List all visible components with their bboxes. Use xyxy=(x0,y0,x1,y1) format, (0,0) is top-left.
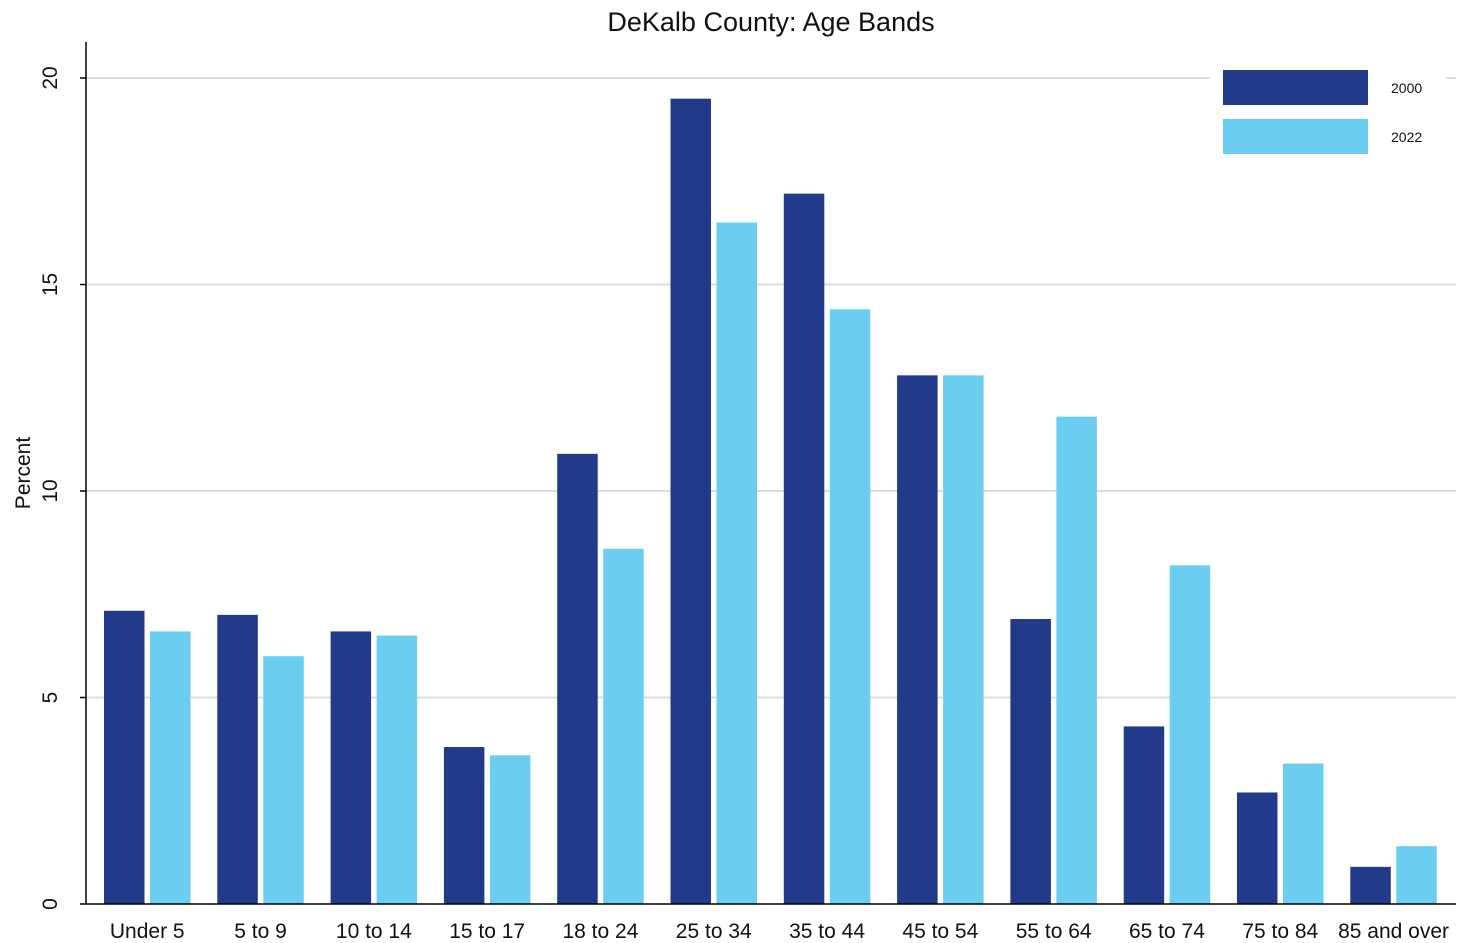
bars xyxy=(104,98,1437,905)
bar-2000-11 xyxy=(1350,866,1391,904)
bar-2000-8 xyxy=(1010,619,1051,904)
legend-label: 2022 xyxy=(1391,129,1422,145)
x-tick-label: 85 and over xyxy=(1338,920,1449,943)
bar-2000-3 xyxy=(443,747,485,904)
bar-2022-6 xyxy=(829,309,871,904)
bar-2022-1 xyxy=(263,656,304,904)
legend-label: 2000 xyxy=(1391,80,1422,96)
x-tick-label: 75 to 84 xyxy=(1242,920,1318,943)
x-tick-label: 10 to 14 xyxy=(336,920,412,943)
bar-2000-1 xyxy=(217,614,258,904)
y-tick-label: 0 xyxy=(39,898,62,910)
x-tick-label: 25 to 34 xyxy=(676,920,752,943)
bar-2000-4 xyxy=(557,453,598,904)
y-tick-label: 20 xyxy=(39,66,62,89)
x-tick-label: 18 to 24 xyxy=(562,920,638,943)
legend-swatch-2000 xyxy=(1223,70,1368,105)
bar-2000-9 xyxy=(1123,726,1165,904)
axes xyxy=(85,42,1456,905)
bar-2022-8 xyxy=(1056,416,1097,904)
x-tick-label: 5 to 9 xyxy=(234,920,287,943)
y-tick-label: 10 xyxy=(39,479,62,502)
bar-2022-7 xyxy=(943,375,984,904)
bar-2000-6 xyxy=(783,193,825,904)
y-tick-label: 5 xyxy=(39,692,62,704)
bar-2022-9 xyxy=(1169,565,1211,904)
bar-2022-0 xyxy=(150,631,191,904)
bar-2022-2 xyxy=(376,635,418,904)
bar-2022-10 xyxy=(1283,763,1324,904)
bar-2022-11 xyxy=(1396,846,1437,904)
x-tick-labels: Under 5 5 to 9 10 to 14 15 to 17 18 to 24 25 … xyxy=(110,920,1449,943)
bar-2000-0 xyxy=(104,610,145,904)
bar-2022-3 xyxy=(489,755,531,904)
x-tick-label: 45 to 54 xyxy=(902,920,978,943)
x-tick-label: 55 to 64 xyxy=(1016,920,1092,943)
legend: 2000 2022 xyxy=(1210,62,1446,162)
bar-2000-10 xyxy=(1237,792,1278,904)
bar-2022-5 xyxy=(716,222,757,905)
y-tick-labels: 0 5 10 15 20 xyxy=(39,66,86,910)
x-tick-label: 35 to 44 xyxy=(789,920,865,943)
x-tick-label: 15 to 17 xyxy=(449,920,525,943)
bar-2022-4 xyxy=(603,548,644,904)
x-tick-label: Under 5 xyxy=(110,920,185,943)
y-axis-title: Percent xyxy=(12,437,35,510)
bar-2000-7 xyxy=(897,375,938,904)
bar-2000-5 xyxy=(670,98,711,904)
x-tick-label: 65 to 74 xyxy=(1129,920,1205,943)
gridlines xyxy=(86,77,1456,699)
legend-swatch-2022 xyxy=(1223,119,1368,154)
chart-title: DeKalb County: Age Bands xyxy=(607,7,934,37)
bar-2000-2 xyxy=(330,631,372,904)
y-tick-label: 15 xyxy=(39,273,62,296)
